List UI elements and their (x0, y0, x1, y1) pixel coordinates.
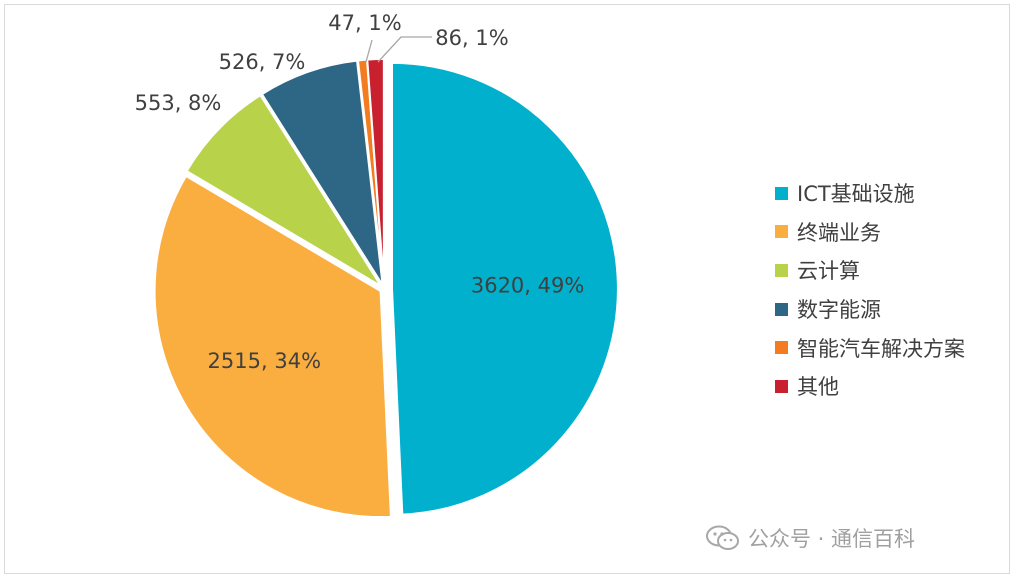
leader-line-other (377, 36, 432, 63)
legend-item-cloud: 云计算 (775, 251, 1005, 290)
legend-swatch-smart-car (775, 341, 788, 355)
legend-label-digital-power: 数字能源 (797, 298, 881, 323)
data-labels: 3620, 49% 2515, 34% 553, 8% 526, 7% 47, 1% 86… (135, 11, 585, 373)
legend-label-smart-car: 智能汽车解决方案 (797, 336, 965, 361)
legend-label-ict: ICT基础设施 (797, 182, 915, 207)
legend-item-smart-car: 智能汽车解决方案 (775, 328, 1005, 367)
legend-label-other: 其他 (797, 375, 839, 400)
label-terminal: 2515, 34% (208, 349, 321, 373)
legend-swatch-cloud (775, 263, 788, 277)
legend: ICT基础设施 终端业务 云计算 数字能源 智能汽车解决方案 其他 (775, 174, 1005, 406)
slice-cloud (185, 93, 382, 288)
label-ict: 3620, 49% (471, 274, 584, 298)
watermark-text: 公众号 · 通信百科 (748, 527, 916, 551)
legend-swatch-other (775, 379, 788, 393)
wechat-icon (706, 525, 739, 550)
legend-swatch-digital-power (775, 302, 788, 316)
legend-label-cloud: 云计算 (797, 259, 860, 284)
watermark: 公众号 · 通信百科 (706, 523, 915, 553)
slice-terminal (153, 174, 392, 519)
slice-ict (391, 61, 619, 516)
legend-swatch-ict (775, 186, 788, 200)
leader-lines (365, 36, 432, 63)
legend-label-terminal: 终端业务 (797, 220, 881, 245)
label-cloud: 553, 8% (135, 91, 222, 115)
legend-item-other: 其他 (775, 367, 1005, 406)
legend-item-digital-power: 数字能源 (775, 290, 1005, 329)
legend-item-terminal: 终端业务 (775, 213, 1005, 252)
pie-slices (153, 57, 619, 519)
label-digital-power: 526, 7% (219, 50, 306, 74)
slice-digital-power (260, 59, 384, 286)
leader-line-smart-car (365, 39, 373, 63)
label-other: 86, 1% (435, 26, 508, 50)
legend-swatch-terminal (775, 225, 788, 239)
label-smart-car: 47, 1% (328, 11, 401, 35)
legend-item-ict: ICT基础设施 (775, 174, 1005, 213)
